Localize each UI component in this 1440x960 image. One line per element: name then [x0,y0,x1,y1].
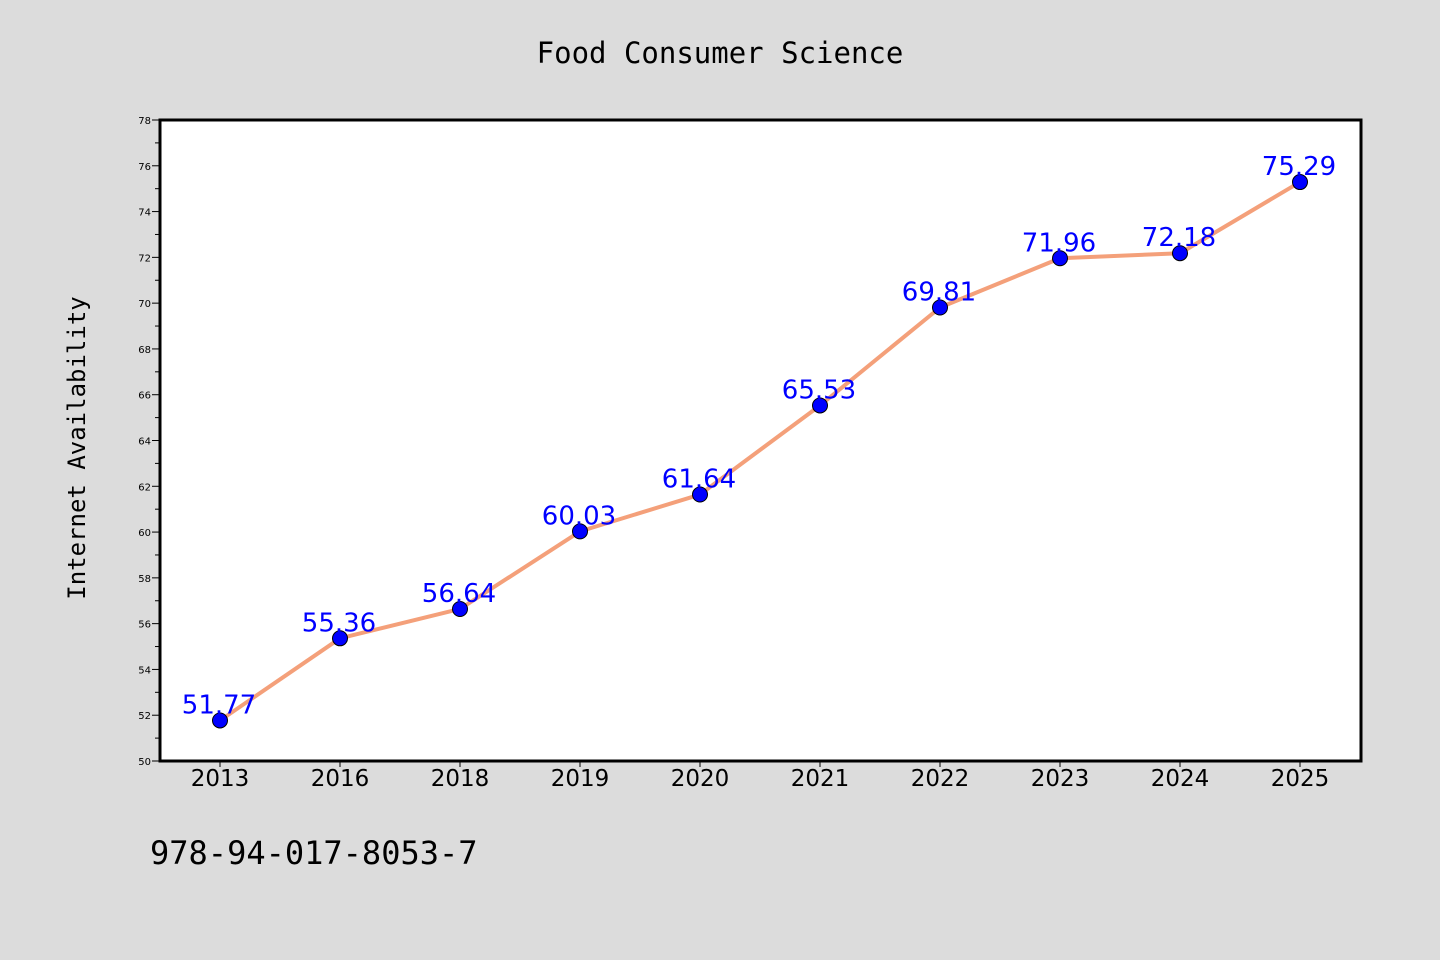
data-point [812,397,828,414]
series-line [218,180,1302,723]
data-label: 61.64 [662,465,736,495]
data-label: 71.96 [1022,228,1096,258]
y-tick-label: 70 [138,299,151,310]
data-point [452,600,468,617]
y-tick-label: 54 [138,665,151,676]
x-tick-label: 2016 [311,766,370,792]
data-label: 51.77 [182,690,256,720]
y-tick-label: 76 [138,162,151,173]
plot-area [158,118,1363,763]
y-tick-label: 68 [138,345,151,356]
data-label: 55.36 [302,608,376,638]
y-tick-label: 78 [138,116,151,127]
x-tick-label: 2018 [431,766,490,792]
x-tick-label: 2025 [1271,766,1330,792]
y-tick-label: 52 [138,711,151,722]
y-tick-label: 62 [138,482,151,493]
x-tick-label: 2022 [911,766,970,792]
y-tick-label: 64 [138,437,151,448]
x-tick-label: 2023 [1031,766,1090,792]
y-axis-label: Internet Availability [63,296,91,599]
y-tick-label: 58 [138,574,151,585]
data-point [332,630,348,647]
data-label: 56.64 [422,579,496,609]
x-tick-label: 2020 [671,766,730,792]
data-label: 60.03 [542,501,616,531]
data-label: 69.81 [902,277,976,307]
data-point [1052,250,1068,267]
x-axis: 2013 2016 2018 2019 2020 2021 2022 2023 2024 2025 [191,761,1330,792]
data-point [212,712,228,729]
chart-title: Food Consumer Science [537,36,904,70]
x-tick-label: 2021 [791,766,850,792]
data-label: 75.29 [1262,152,1336,182]
data-label: 65.53 [782,375,856,405]
data-point [692,486,708,503]
x-tick-label: 2019 [551,766,610,792]
x-tick-label: 2024 [1151,766,1210,792]
data-point [932,299,948,316]
y-tick-label: 72 [138,253,151,264]
x-tick-label: 2013 [191,766,250,792]
footnote: 978-94-017-8053-7 [150,834,478,872]
y-tick-label: 60 [138,528,151,539]
data-point [1172,245,1188,262]
y-tick-label: 74 [138,208,151,219]
data-point [1292,174,1308,191]
series-layer: 51.77 55.36 56.64 60.03 61.64 65.53 69.81 71.96… [182,152,1336,729]
y-tick-label: 66 [138,391,151,402]
y-tick-label: 50 [138,757,151,768]
y-tick-label: 56 [138,620,151,631]
data-label: 72.18 [1142,223,1216,253]
data-point [572,523,588,540]
y-axis: 50 52 54 56 58 60 62 64 66 68 70 72 74 76 78 [138,116,160,768]
